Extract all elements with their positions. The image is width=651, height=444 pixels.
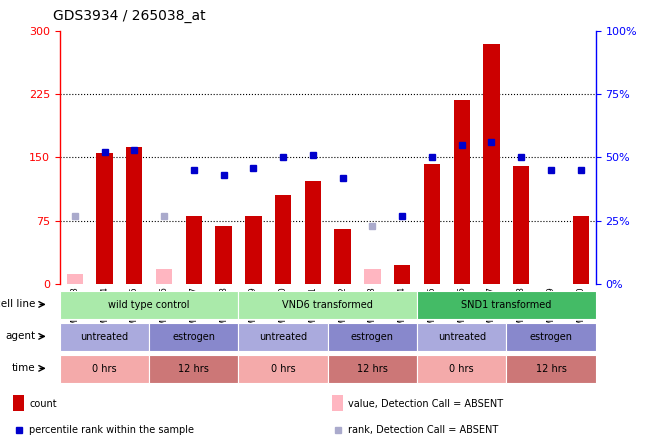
Bar <box>215 226 232 284</box>
Bar <box>513 166 529 284</box>
Text: agent: agent <box>5 331 36 341</box>
Bar <box>424 164 440 284</box>
Text: 12 hrs: 12 hrs <box>178 364 209 374</box>
Bar <box>13 395 24 411</box>
Text: estrogen: estrogen <box>529 332 572 342</box>
Bar <box>60 355 149 383</box>
Text: 0 hrs: 0 hrs <box>449 364 474 374</box>
Bar <box>149 323 238 351</box>
Text: percentile rank within the sample: percentile rank within the sample <box>29 425 195 435</box>
Bar <box>483 44 500 284</box>
Bar <box>126 147 143 284</box>
Bar <box>305 181 321 284</box>
Text: 12 hrs: 12 hrs <box>536 364 566 374</box>
Bar <box>328 355 417 383</box>
Text: estrogen: estrogen <box>351 332 394 342</box>
Bar <box>238 355 328 383</box>
Text: wild type control: wild type control <box>109 300 190 310</box>
Text: rank, Detection Call = ABSENT: rank, Detection Call = ABSENT <box>348 425 499 435</box>
Bar <box>96 153 113 284</box>
Bar <box>156 269 173 284</box>
Bar <box>417 355 506 383</box>
Bar <box>506 355 596 383</box>
Bar <box>238 291 417 319</box>
Text: count: count <box>29 399 57 409</box>
Bar <box>394 265 410 284</box>
Bar <box>417 323 506 351</box>
Bar <box>454 100 470 284</box>
Bar <box>186 216 202 284</box>
Text: cell line: cell line <box>0 299 36 309</box>
Text: untreated: untreated <box>437 332 486 342</box>
Bar <box>573 216 589 284</box>
Text: time: time <box>12 363 36 373</box>
Text: estrogen: estrogen <box>173 332 215 342</box>
Text: 0 hrs: 0 hrs <box>271 364 296 374</box>
Text: untreated: untreated <box>259 332 307 342</box>
Bar <box>275 195 291 284</box>
Bar <box>60 291 238 319</box>
Text: VND6 transformed: VND6 transformed <box>283 300 373 310</box>
Bar <box>417 291 596 319</box>
Text: GDS3934 / 265038_at: GDS3934 / 265038_at <box>53 9 206 24</box>
Bar <box>60 323 149 351</box>
Text: SND1 transformed: SND1 transformed <box>461 300 551 310</box>
Text: 12 hrs: 12 hrs <box>357 364 388 374</box>
Text: untreated: untreated <box>81 332 129 342</box>
Text: value, Detection Call = ABSENT: value, Detection Call = ABSENT <box>348 399 504 409</box>
Bar <box>365 269 381 284</box>
Text: 0 hrs: 0 hrs <box>92 364 117 374</box>
Bar <box>328 323 417 351</box>
Bar <box>245 216 262 284</box>
Bar <box>332 395 343 411</box>
Bar <box>66 274 83 284</box>
Bar <box>238 323 328 351</box>
Bar <box>149 355 238 383</box>
Bar <box>506 323 596 351</box>
Bar <box>335 229 351 284</box>
